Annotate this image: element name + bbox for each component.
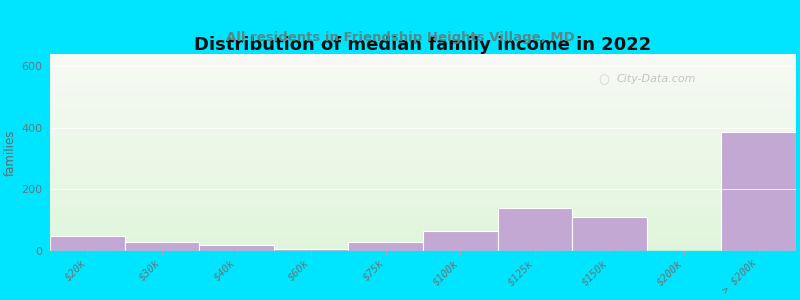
Y-axis label: families: families [4,129,17,176]
Bar [125,242,199,251]
Text: City-Data.com: City-Data.com [617,74,696,84]
Bar [199,245,274,251]
Bar [50,236,125,251]
Bar [722,132,796,251]
Bar [274,249,348,251]
Bar [423,231,498,251]
Bar [572,217,646,251]
Text: All residents in Friendship Heights Village, MD: All residents in Friendship Heights Vill… [226,32,574,44]
Title: Distribution of median family income in 2022: Distribution of median family income in … [194,36,651,54]
Bar [348,242,423,251]
Text: ○: ○ [598,74,609,87]
Bar [498,208,572,251]
